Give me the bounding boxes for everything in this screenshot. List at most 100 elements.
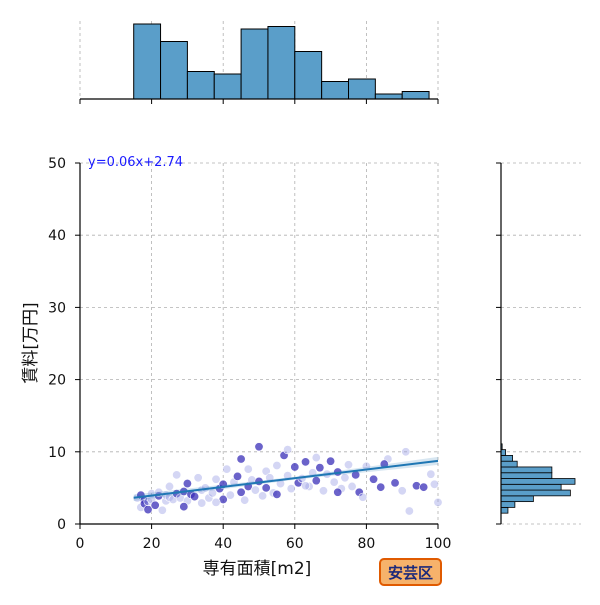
scatter-point [286, 484, 296, 494]
scatter-point [311, 453, 321, 463]
right-hist-bar [500, 501, 516, 508]
y-axis-label: 賃料[万円] [21, 302, 41, 383]
scatter-point [272, 489, 282, 499]
scatter-point [354, 487, 364, 497]
scatter-point [211, 474, 221, 484]
right-hist-bar [500, 466, 553, 474]
y-tick-label: 40 [48, 228, 66, 244]
scatter-point [426, 469, 436, 479]
right-hist-bar [500, 472, 553, 479]
right-hist-bar [500, 506, 509, 514]
scatter-point [340, 473, 350, 483]
right-hist-bar [500, 455, 513, 462]
scatter-point [397, 486, 407, 496]
scatter-point [419, 482, 429, 492]
top-hist-bar [133, 23, 162, 100]
scatter-point [347, 481, 357, 491]
scatter-point [150, 500, 160, 510]
y-tick-label: 0 [57, 517, 66, 533]
scatter-point [157, 505, 167, 515]
top-hist-bar [401, 91, 430, 100]
scatter-point [318, 486, 328, 496]
right-hist-bar [500, 489, 571, 497]
scatter-point [236, 454, 246, 464]
scatter-point [315, 463, 325, 473]
right-hist-bar [500, 483, 562, 491]
scatter-point [358, 492, 368, 502]
scatter-point [304, 481, 314, 491]
scatter-point [326, 456, 336, 466]
scatter-point [204, 493, 214, 503]
scatter-point [236, 487, 246, 497]
x-tick-label: 20 [143, 536, 161, 552]
x-tick-label: 100 [425, 536, 452, 552]
scatter-point [179, 502, 189, 512]
scatter-point [261, 483, 271, 493]
scatter-point [193, 473, 203, 483]
scatter-point [165, 481, 175, 491]
scatter-point [283, 445, 293, 455]
scatter-point [279, 450, 289, 460]
scatter-point [211, 497, 221, 507]
scatter-points [132, 442, 443, 516]
x-tick-label: 80 [357, 536, 375, 552]
x-tick-label: 40 [214, 536, 232, 552]
regression-line [133, 459, 439, 499]
scatter-point [172, 470, 182, 480]
right-hist-bar [500, 478, 576, 485]
y-tick-label: 20 [48, 373, 66, 389]
top-hist-bar [160, 41, 188, 100]
scatter-point [218, 494, 228, 504]
scatter-point [376, 482, 386, 492]
y-tick-label: 10 [48, 445, 66, 461]
scatter-point [197, 498, 207, 508]
top-hist-bar [348, 78, 376, 100]
scatter-point [369, 474, 379, 484]
scatter-point [329, 477, 339, 487]
scatter-point [272, 461, 282, 471]
regression-equation: y=0.06x+2.74 [88, 155, 183, 170]
right-hist-bar [500, 449, 507, 456]
scatter-point [401, 447, 411, 457]
district-badge-box [379, 558, 442, 586]
scatter-point [250, 485, 260, 495]
scatter-point [301, 481, 311, 491]
top-hist-bar [213, 73, 242, 100]
x-tick-label: 0 [76, 536, 85, 552]
district-badge: 安芸区 [379, 558, 442, 586]
right-marginal-histogram [496, 162, 581, 525]
scatter-point [243, 464, 253, 474]
top-marginal-histogram [79, 21, 439, 104]
scatter-point [143, 505, 153, 515]
scatter-point [258, 491, 268, 501]
scatter-point [222, 464, 232, 474]
x-tick-label: 60 [286, 536, 304, 552]
scatter-point [290, 462, 300, 472]
scatter-point [190, 492, 200, 502]
top-hist-bar [240, 28, 269, 100]
scatter-point [182, 479, 192, 489]
scatter-point [225, 490, 235, 500]
axes: 0 20 40 60 80 100 0 10 20 30 40 50 [48, 156, 451, 552]
scatter-point [343, 460, 353, 470]
scatter-point [254, 442, 264, 452]
top-hist-bar [374, 93, 403, 100]
scatter-point [390, 478, 400, 488]
regression-line-group [133, 456, 439, 501]
y-tick-label: 50 [48, 156, 66, 172]
scatter-point [233, 471, 243, 481]
scatter-point [404, 506, 414, 516]
scatter-point [429, 479, 439, 489]
right-hist-bar [500, 460, 518, 468]
top-hist-bar [294, 51, 323, 100]
right-hist-bar [500, 495, 534, 503]
top-hist-bar [186, 71, 215, 100]
y-tick-label: 30 [48, 300, 66, 316]
x-axis-label: 専有面積[m2] [203, 559, 312, 579]
scatter-point [301, 457, 311, 467]
top-hist-bar [321, 81, 349, 100]
scatter-point [333, 487, 343, 497]
scatter-point [240, 495, 250, 505]
